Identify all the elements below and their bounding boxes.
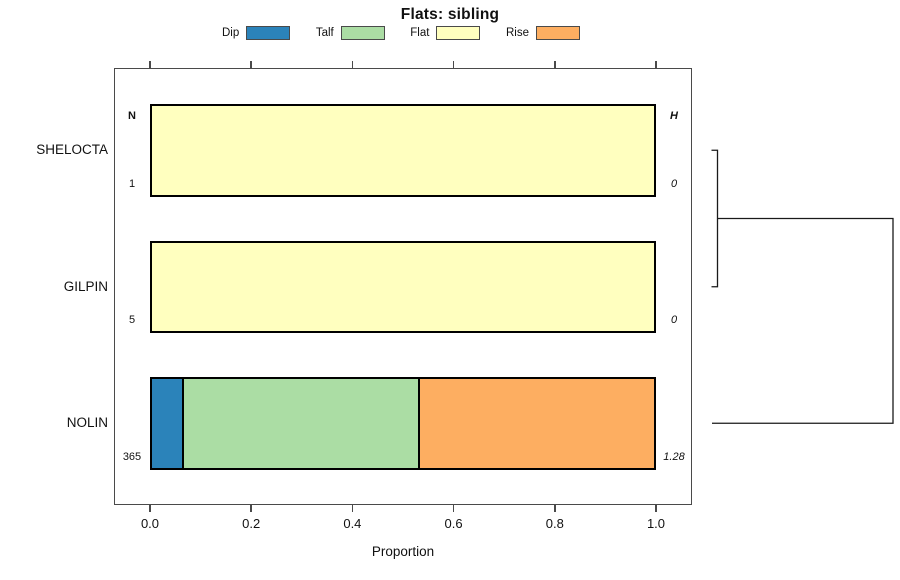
x-tick-label: 0.8 bbox=[545, 516, 564, 531]
x-axis-tick bbox=[149, 505, 151, 512]
x-axis-title: Proportion bbox=[371, 544, 435, 559]
legend-item-talf: Talf bbox=[316, 26, 385, 40]
row-label-shelocta: SHELOCTA bbox=[36, 142, 108, 158]
dendrogram-merge-0 bbox=[711, 149, 719, 288]
legend-label: Dip bbox=[222, 27, 240, 39]
legend-label: Talf bbox=[315, 27, 334, 39]
height-column-header: H bbox=[670, 110, 678, 122]
legend-item-rise: Rise bbox=[506, 26, 580, 40]
chart-title: Flats: sibling bbox=[400, 6, 500, 23]
stacked-bar-nolin bbox=[150, 377, 656, 470]
x-axis-tick-top bbox=[452, 61, 455, 68]
x-axis-tick bbox=[452, 505, 455, 512]
bar-segment-rise bbox=[418, 379, 654, 468]
legend-item-flat: Flat bbox=[410, 26, 481, 40]
bar-segment-flat bbox=[152, 106, 654, 195]
height-value: 0 bbox=[670, 177, 678, 190]
x-tick-label: 1.0 bbox=[646, 516, 666, 531]
stacked-bar-gilpin bbox=[150, 240, 656, 333]
x-tick-label: 0.2 bbox=[242, 516, 261, 531]
count-value: 365 bbox=[122, 450, 142, 463]
row-label-gilpin: GILPIN bbox=[63, 278, 108, 294]
count-value: 5 bbox=[128, 314, 136, 326]
x-axis-tick-top bbox=[149, 61, 151, 68]
x-axis-tick bbox=[554, 505, 556, 512]
count-value: 1 bbox=[128, 177, 136, 190]
x-axis-tick-top bbox=[351, 61, 354, 68]
x-axis-tick-top bbox=[655, 61, 657, 68]
legend-swatch-icon bbox=[246, 26, 291, 40]
stacked-bar-shelocta bbox=[150, 104, 656, 197]
x-axis-tick-top bbox=[250, 61, 252, 68]
legend-swatch-icon bbox=[536, 26, 580, 40]
legend-label: Rise bbox=[505, 27, 529, 39]
plot-area-border bbox=[114, 68, 692, 505]
bar-segment-dip bbox=[152, 379, 183, 468]
x-tick-label: 0.0 bbox=[140, 516, 160, 531]
bar-segment-flat bbox=[152, 242, 654, 331]
legend-label: Flat bbox=[410, 27, 430, 39]
row-label-nolin: NOLIN bbox=[66, 415, 108, 431]
height-value: 0 bbox=[670, 314, 678, 326]
x-tick-label: 0.6 bbox=[444, 516, 463, 531]
count-column-header: N bbox=[128, 110, 136, 122]
legend-item-dip: Dip bbox=[222, 26, 291, 40]
legend: Dip Talf Flat Rise bbox=[222, 25, 580, 41]
x-axis-tick bbox=[351, 505, 354, 512]
dendrogram-merge-1 bbox=[712, 217, 894, 424]
x-axis-tick-top bbox=[554, 61, 556, 68]
legend-swatch-icon bbox=[340, 26, 385, 40]
x-axis-tick bbox=[250, 505, 252, 512]
x-tick-label: 0.4 bbox=[343, 516, 362, 531]
bar-segment-talf bbox=[182, 379, 419, 468]
legend-swatch-icon bbox=[436, 26, 481, 40]
x-axis-tick bbox=[655, 505, 657, 512]
height-value: 1.28 bbox=[663, 450, 685, 463]
